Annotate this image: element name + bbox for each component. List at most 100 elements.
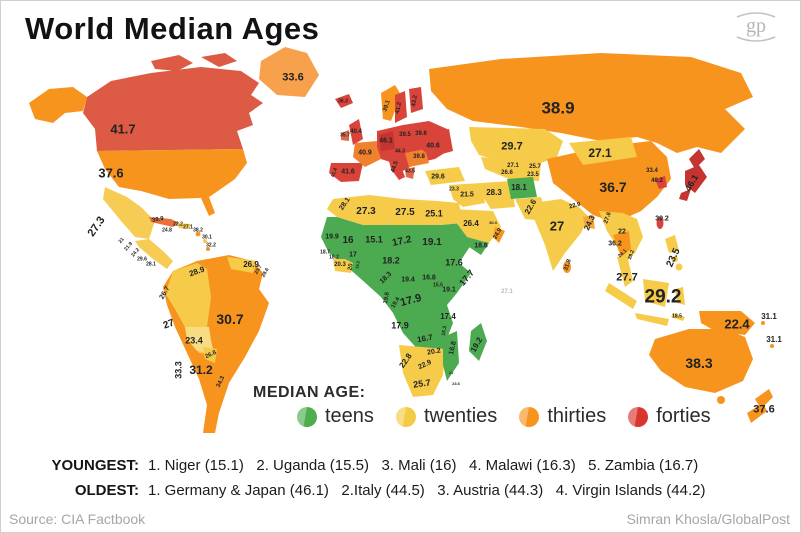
kazakhstan-shape [469, 127, 563, 163]
yemen-shape [467, 237, 489, 255]
map-value-label: 31.1 [761, 312, 777, 321]
map-value-label: 27.5 [395, 207, 415, 218]
mexico-shape [103, 187, 155, 239]
thailand-shape [613, 231, 631, 257]
map-value-label: 38.3 [685, 355, 713, 371]
map-value-label: 25.1 [425, 208, 443, 219]
twenties-color-dot [395, 406, 416, 427]
map-value-label: 32.2 [206, 242, 216, 249]
map-value-label: 20.3 [334, 262, 346, 268]
map-value-label: 36.2 [608, 240, 622, 248]
map-value-label: 36.3 [338, 98, 348, 105]
timor-shape [671, 313, 685, 321]
legend-item-label: thirties [547, 405, 607, 427]
tasmania-shape [717, 396, 725, 404]
venezuela-shape [227, 257, 257, 273]
philippines-island [672, 256, 678, 262]
map-value-label: 21.5 [460, 191, 474, 199]
map-value-label: 30.1 [202, 234, 212, 241]
antilles-island [206, 247, 210, 251]
map-value-label: 27.3 [356, 206, 376, 217]
map-value-label: 31.1 [766, 335, 782, 344]
france-shape [353, 141, 381, 167]
pacific-island [761, 321, 765, 325]
central-asia-shape [481, 157, 541, 181]
borneo-shape [643, 279, 669, 307]
map-value-label: 19.1 [422, 237, 442, 248]
saudi-arabia-shape [451, 209, 501, 243]
arctic-island-shape [201, 53, 237, 67]
mozambique-shape [443, 331, 459, 381]
legend-items: teens twenties thirties forties [297, 405, 733, 428]
pacific-island [770, 344, 774, 348]
uk-shape [349, 119, 363, 145]
central-america-shape [135, 239, 173, 269]
legend: MEDIAN AGE: teens twenties thirties forties [253, 384, 733, 428]
new-zealand-shape [755, 389, 773, 409]
bangladesh-shape [583, 215, 595, 229]
south-america [163, 255, 269, 433]
sumatra-shape [605, 283, 637, 309]
map-value-label: 40.4 [350, 129, 362, 135]
map-value-label: 30.3 [489, 220, 497, 225]
map-value-label: 41.7 [110, 121, 136, 137]
india-shape [533, 199, 589, 271]
map-value-label: 38.2 [193, 227, 203, 234]
europe [329, 85, 453, 182]
south-korea-shape [655, 176, 667, 189]
map-value-label: 23.4 [185, 335, 203, 346]
map-value-label: 19.9 [325, 233, 339, 241]
map-value-label: 29.2 [644, 286, 682, 308]
iran-shape [481, 181, 515, 209]
antilles-island [203, 239, 207, 243]
alaska-shape [29, 87, 87, 123]
map-value-label: 22.2 [173, 221, 183, 228]
japan-shape [685, 165, 707, 193]
map-value-label: 19.4 [401, 276, 415, 284]
map-value-label: 18.5 [672, 313, 682, 320]
map-value-label: 16.8 [422, 274, 436, 282]
legend-title: MEDIAN AGE: [253, 384, 366, 401]
finland-shape [409, 87, 423, 113]
map-value-label: 33.6 [282, 71, 304, 84]
russia-shape [429, 53, 753, 153]
map-value-label: 39.6 [415, 131, 427, 137]
subsaharan-africa-shape [321, 217, 471, 353]
italy-shape [389, 158, 405, 180]
map-value-label: 30.7 [216, 311, 244, 327]
page-title: World Median Ages [25, 11, 320, 46]
map-value-label: 23.5 [527, 172, 539, 178]
map-value-label: 39.5 [399, 132, 411, 138]
map-value-label: 18.2 [329, 254, 339, 261]
balkans-shape [405, 149, 429, 167]
legend-item-label: teens [325, 405, 374, 427]
java-shape [635, 313, 669, 326]
legend-item-label: forties [656, 405, 711, 427]
youngest-row: YOUNGEST: 1. Niger (15.1) 2. Uganda (15.… [1, 457, 741, 474]
greece-shape [405, 167, 415, 179]
map-value-label: 28.1 [146, 261, 156, 268]
youngest-label: YOUNGEST: [51, 457, 139, 474]
source-note: Source: CIA Factbook [9, 511, 146, 527]
teens-color-dot [297, 406, 317, 427]
forties-color-dot [628, 406, 649, 427]
taiwan-shape [656, 217, 664, 229]
map-value-label: 18.6 [474, 242, 488, 250]
map-value-label: 39.2 [655, 215, 669, 223]
map-value-label: 23.3 [449, 186, 459, 193]
iceland-shape [335, 94, 353, 108]
map-value-label: 37.6 [98, 165, 124, 181]
map-value-label: 25.7 [529, 164, 541, 170]
logo-top-arc [736, 12, 776, 18]
sulawesi-shape [675, 287, 685, 305]
map-value-label: 36.7 [599, 179, 627, 195]
north-africa-shape [327, 195, 463, 225]
legend-item-label: twenties [423, 405, 498, 427]
logo-letters: gp [746, 15, 766, 37]
map-value-label: 31.2 [189, 363, 213, 377]
map-value-label: 22 [618, 228, 626, 236]
oldest-items: 1. Germany & Japan (46.1) 2.Italy (44.5)… [148, 482, 706, 499]
philippines-shape [665, 235, 679, 253]
